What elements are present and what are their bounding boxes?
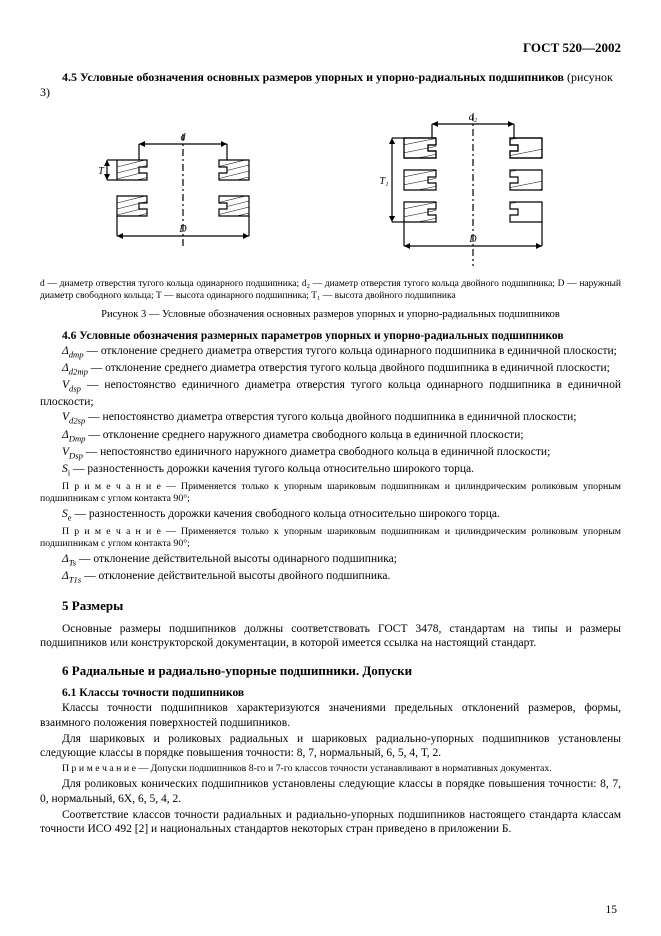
figure-3-legend: d — диаметр отверстия тугого кольца один… [40, 279, 621, 303]
para-46-9: ΔTs — отклонение действительной высоты о… [40, 552, 621, 568]
para-46-6: VDsp — непостоянство единичного наружног… [40, 445, 621, 461]
heading-6-1: 6.1 Классы точности подшипников [40, 687, 621, 699]
figure-3-caption: Рисунок 3 — Условные обозначения основны… [40, 309, 621, 320]
para-5-1: Основные размеры подшипников должны соот… [40, 622, 621, 651]
svg-text:D: D [469, 234, 478, 245]
para-46-4: Vd2sp — непостоянство диаметра отверстия… [40, 410, 621, 426]
figure-3-row: d [40, 106, 621, 271]
para-46-3: Vdsp — непостоянство единичного диаметра… [40, 378, 621, 409]
figure-3-right: d₂ [368, 106, 578, 271]
note-6-1: П р и м е ч а н и е — Допуски подшипнико… [40, 763, 621, 775]
figure-3-left: d [83, 124, 283, 254]
para-46-1: Δdmp — отклонение среднего диаметра отве… [40, 344, 621, 360]
svg-text:d₂: d₂ [469, 112, 478, 123]
heading-4-5-bold: 4.5 Условные обозначения основных размер… [62, 70, 564, 84]
para-46-10: ΔT1s — отклонение действительной высоты … [40, 569, 621, 585]
svg-text:T₁: T₁ [380, 176, 389, 187]
para-46-2: Δd2mp — отклонение среднего диаметра отв… [40, 361, 621, 377]
svg-text:T: T [98, 166, 105, 177]
heading-5: 5 Размеры [40, 598, 621, 614]
heading-4-5: 4.5 Условные обозначения основных размер… [40, 70, 621, 100]
para-6-2: Для шариковых и роликовых радиальных и ш… [40, 732, 621, 761]
para-6-4: Соответствие классов точности радиальных… [40, 808, 621, 837]
doc-header: ГОСТ 520—2002 [40, 40, 621, 56]
svg-text:d: d [180, 132, 186, 143]
heading-4-6: 4.6 Условные обозначения размерных парам… [40, 330, 621, 342]
document-page: ГОСТ 520—2002 4.5 Условные обозначения о… [0, 0, 661, 936]
para-46-8: Se — разностенность дорожки качения своб… [40, 507, 621, 523]
para-6-3: Для роликовых конических подшипников уст… [40, 777, 621, 806]
page-number: 15 [606, 904, 618, 916]
note-46-2: П р и м е ч а н и е — Применяется только… [40, 526, 621, 550]
para-46-5: ΔDmp — отклонение среднего наружного диа… [40, 428, 621, 444]
para-6-1: Классы точности подшипников характеризую… [40, 701, 621, 730]
note-46-1: П р и м е ч а н и е — Применяется только… [40, 481, 621, 505]
para-46-7: Si — разностенность дорожки качения туго… [40, 462, 621, 478]
svg-text:D: D [178, 224, 187, 235]
heading-6: 6 Радиальные и радиально-упорные подшипн… [40, 663, 621, 679]
